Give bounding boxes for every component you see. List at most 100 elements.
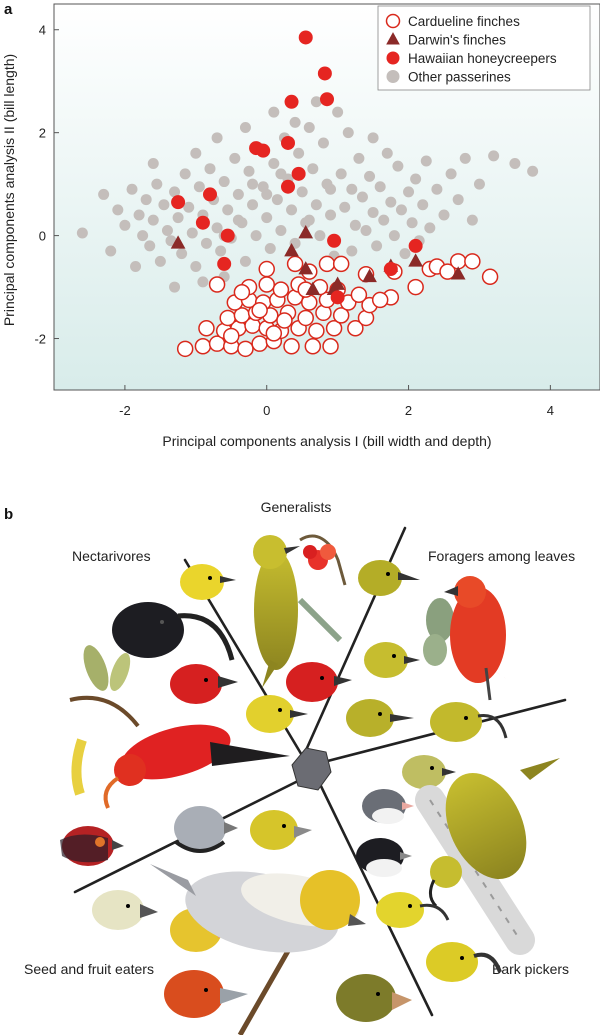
data-point xyxy=(243,165,255,177)
forager-red-bird-illustration xyxy=(423,576,520,701)
data-point xyxy=(258,276,275,293)
data-point xyxy=(211,132,223,144)
data-point xyxy=(385,196,397,208)
data-point xyxy=(98,188,110,200)
head-pale-green xyxy=(402,755,456,789)
data-point xyxy=(200,237,212,249)
data-point xyxy=(247,178,259,190)
x-tick-label: 2 xyxy=(405,403,412,418)
data-point xyxy=(332,307,350,324)
data-point xyxy=(431,183,443,195)
data-point xyxy=(330,290,345,305)
data-point xyxy=(304,338,322,355)
data-point xyxy=(130,260,142,272)
x-axis-label: Principal components analysis I (bill wi… xyxy=(162,433,491,449)
legend-marker xyxy=(385,13,401,29)
data-point xyxy=(283,338,300,355)
data-point xyxy=(250,230,262,242)
data-point xyxy=(527,165,539,177)
data-point xyxy=(265,325,283,342)
data-point xyxy=(347,319,364,337)
data-point xyxy=(360,224,372,236)
data-point xyxy=(261,188,273,200)
group-label-foragers: Foragers among leaves xyxy=(428,548,575,564)
data-point xyxy=(268,106,280,118)
panel-a-letter: a xyxy=(4,1,13,18)
data-point xyxy=(378,214,390,226)
head-red-black-finch xyxy=(60,826,124,866)
data-point xyxy=(264,242,276,254)
data-point xyxy=(424,222,436,234)
data-point xyxy=(464,253,481,270)
data-point xyxy=(281,179,295,194)
data-point xyxy=(350,286,368,304)
data-point xyxy=(310,199,322,211)
legend-marker xyxy=(386,51,400,65)
data-point xyxy=(362,268,377,283)
data-point xyxy=(204,163,216,175)
data-point xyxy=(291,166,306,181)
bark-picker-bird-illustration xyxy=(415,758,560,955)
data-point xyxy=(509,158,521,170)
data-point xyxy=(76,227,88,239)
data-point xyxy=(247,199,259,211)
data-point xyxy=(170,235,186,249)
data-point xyxy=(314,230,326,242)
data-point xyxy=(195,215,210,230)
data-point xyxy=(272,281,290,298)
data-point xyxy=(222,204,234,216)
head-red-1 xyxy=(170,664,238,704)
data-point xyxy=(198,319,215,337)
data-point xyxy=(330,276,345,290)
legend-entry: Hawaiian honeycreepers xyxy=(408,51,557,66)
y-tick-label: 4 xyxy=(39,23,46,38)
data-point xyxy=(223,327,240,345)
data-point xyxy=(256,143,271,158)
head-top-right-1 xyxy=(358,560,420,596)
panel-b-letter: b xyxy=(4,506,13,523)
head-olive-3 xyxy=(346,699,414,737)
data-point xyxy=(286,255,304,273)
data-point xyxy=(197,276,209,288)
data-point xyxy=(420,155,432,167)
group-label-nectarivores: Nectarivores xyxy=(72,548,151,564)
data-point xyxy=(297,309,314,327)
data-point xyxy=(488,150,500,162)
head-red-2 xyxy=(286,662,352,702)
data-point xyxy=(215,245,227,257)
data-point xyxy=(367,132,379,144)
x-tick-label: 4 xyxy=(547,403,554,418)
data-point xyxy=(346,183,358,195)
data-point xyxy=(112,204,124,216)
data-point xyxy=(275,224,287,236)
data-point xyxy=(172,212,184,224)
legend-entry: Cardueline finches xyxy=(408,14,520,29)
data-point xyxy=(381,147,393,159)
data-point xyxy=(176,340,194,358)
data-point xyxy=(286,204,298,216)
data-point xyxy=(218,176,230,188)
data-point xyxy=(239,255,251,267)
data-point xyxy=(481,268,499,286)
series-hawaiian-honeycreepers xyxy=(171,30,423,305)
legend-marker xyxy=(386,70,400,83)
data-point xyxy=(233,283,251,301)
data-point xyxy=(232,188,244,200)
data-point xyxy=(374,181,386,193)
data-point xyxy=(399,248,411,260)
data-point xyxy=(169,281,181,293)
data-point xyxy=(403,186,415,198)
group-label-seed-fruit: Seed and fruit eaters xyxy=(24,961,154,977)
legend: Cardueline finches Darwin's finches Hawaii… xyxy=(377,5,591,91)
data-point xyxy=(356,191,368,203)
data-point xyxy=(332,255,350,273)
head-orange-grosbeak xyxy=(164,970,248,1018)
data-point xyxy=(320,92,334,107)
data-point xyxy=(406,217,418,229)
data-point xyxy=(208,276,226,293)
bird-illustrations xyxy=(60,534,560,1035)
data-point xyxy=(211,222,223,234)
data-point xyxy=(439,263,456,280)
center-hub xyxy=(291,747,332,791)
